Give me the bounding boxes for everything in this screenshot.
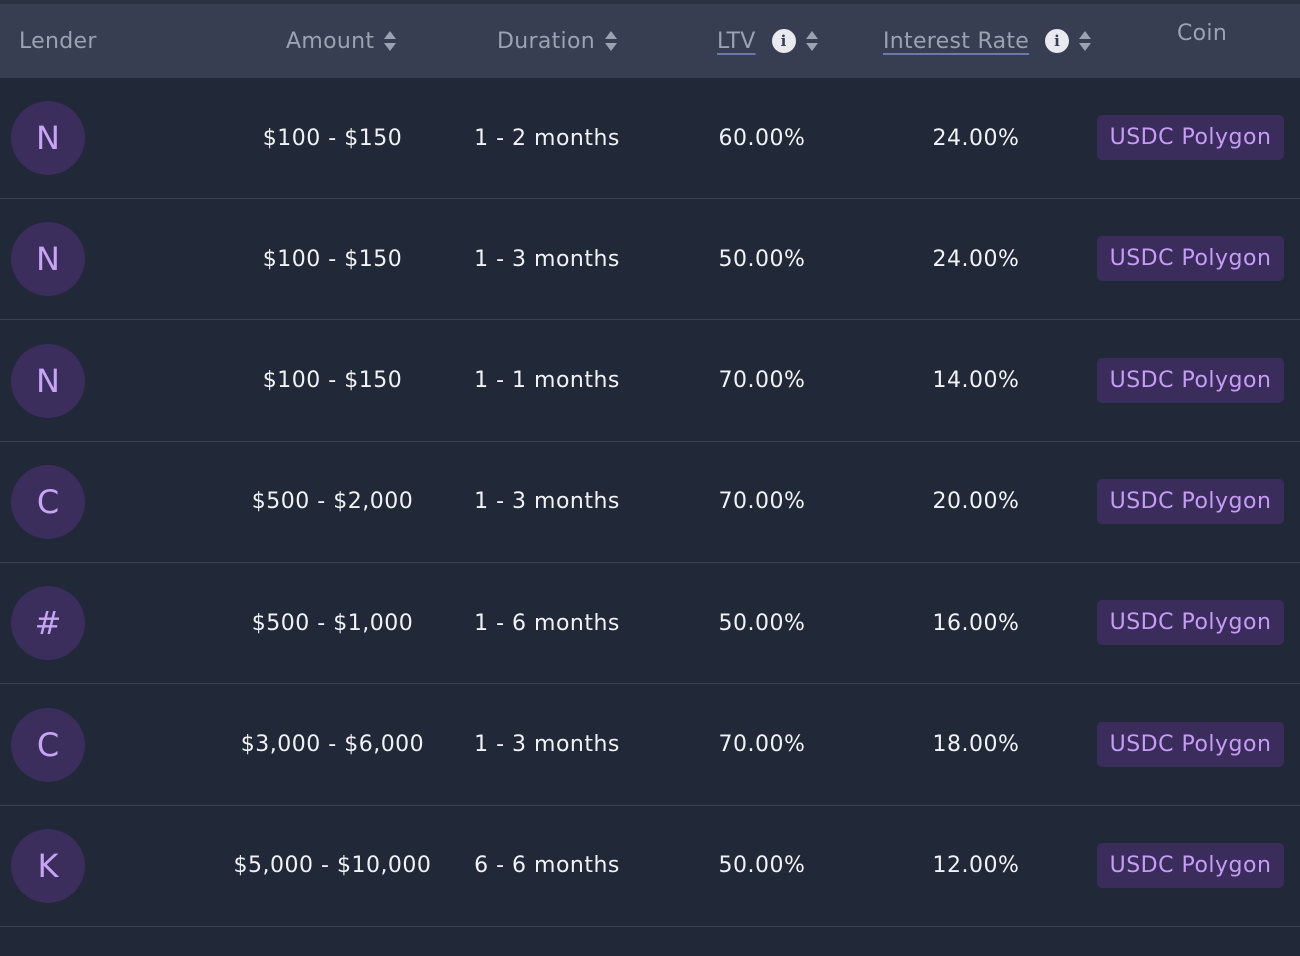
sort-icon[interactable]	[1079, 30, 1092, 52]
column-header-amount-label: Amount	[286, 28, 375, 54]
duration-cell: 1 - 2 months	[474, 125, 620, 151]
interest-rate-cell: 24.00%	[932, 246, 1020, 272]
ltv-cell: 70.00%	[718, 489, 806, 515]
amount-cell: $500 - $2,000	[251, 489, 414, 515]
interest-rate-cell: 12.00%	[932, 853, 1020, 879]
column-header-interest-rate[interactable]: Interest Rate i	[883, 4, 1092, 78]
interest-rate-cell: 20.00%	[932, 489, 1020, 515]
ltv-cell: 50.00%	[718, 853, 806, 879]
avatar-initial: C	[36, 725, 60, 764]
column-header-amount[interactable]: Amount	[286, 4, 397, 78]
amount-cell: $500 - $1,000	[251, 610, 414, 636]
info-icon[interactable]: i	[1045, 29, 1070, 53]
coin-badge[interactable]: USDC Polygon	[1097, 721, 1284, 767]
coin-badge[interactable]: USDC Polygon	[1097, 357, 1284, 403]
ltv-cell: 60.00%	[718, 125, 806, 151]
column-header-coin-label: Coin	[1177, 20, 1228, 46]
column-header-ltv[interactable]: LTV i	[717, 4, 818, 78]
table-row[interactable]: N $100 - $150 1 - 1 months 70.00% 14.00%…	[0, 321, 1300, 442]
ltv-cell: 70.00%	[718, 732, 806, 757]
column-header-ltv-label[interactable]: LTV	[717, 28, 756, 54]
table-row[interactable]: # $500 - $1,000 1 - 6 months 50.00% 16.0…	[0, 563, 1300, 685]
sort-icon[interactable]	[604, 30, 617, 52]
ltv-cell: 70.00%	[718, 368, 806, 394]
coin-badge[interactable]: USDC Polygon	[1097, 842, 1284, 888]
interest-rate-cell: 24.00%	[932, 125, 1020, 151]
ltv-cell: 50.00%	[718, 610, 806, 636]
avatar-initial: K	[37, 846, 59, 885]
avatar[interactable]: #	[11, 586, 85, 661]
column-header-duration-label: Duration	[497, 28, 595, 54]
duration-cell: 1 - 1 months	[474, 368, 620, 394]
avatar-initial: N	[36, 361, 60, 400]
table-row[interactable]: N $100 - $150 1 - 3 months 50.00% 24.00%…	[0, 199, 1300, 321]
avatar-initial: #	[34, 604, 62, 643]
duration-cell: 1 - 3 months	[474, 246, 620, 272]
interest-rate-cell: 14.00%	[932, 368, 1020, 394]
amount-cell: $100 - $150	[262, 125, 403, 151]
info-icon[interactable]: i	[771, 29, 796, 53]
sort-icon[interactable]	[384, 30, 397, 52]
duration-cell: 1 - 3 months	[474, 732, 620, 757]
avatar[interactable]: N	[11, 343, 85, 418]
avatar[interactable]: C	[11, 464, 85, 539]
table-row[interactable]: C $3,000 - $6,000 1 - 3 months 70.00% 18…	[0, 685, 1300, 806]
table-row[interactable]: K $5,000 - $10,000 6 - 6 months 50.00% 1…	[0, 806, 1300, 927]
ltv-cell: 50.00%	[718, 246, 806, 272]
table-row[interactable]: C $500 - $2,000 1 - 3 months 70.00% 20.0…	[0, 442, 1300, 563]
avatar[interactable]: C	[11, 707, 85, 782]
avatar[interactable]: N	[11, 222, 85, 297]
table-row[interactable]: N $100 - $150 1 - 2 months 60.00% 24.00%…	[0, 78, 1300, 199]
duration-cell: 1 - 6 months	[474, 610, 620, 636]
sort-icon[interactable]	[805, 30, 818, 52]
column-header-lender-label: Lender	[19, 28, 97, 54]
coin-badge[interactable]: USDC Polygon	[1097, 600, 1284, 646]
column-header-interest-rate-label[interactable]: Interest Rate	[883, 28, 1030, 54]
avatar-initial: C	[36, 482, 60, 521]
avatar[interactable]: N	[11, 101, 85, 175]
amount-cell: $100 - $150	[262, 368, 403, 394]
column-header-duration[interactable]: Duration	[497, 4, 617, 78]
amount-cell: $100 - $150	[262, 246, 403, 272]
avatar-initial: N	[36, 119, 60, 157]
interest-rate-cell: 18.00%	[932, 732, 1020, 757]
coin-badge[interactable]: USDC Polygon	[1097, 478, 1284, 524]
column-header-lender: Lender	[19, 4, 97, 78]
column-header-coin: Coin	[1177, 0, 1227, 70]
amount-cell: $3,000 - $6,000	[240, 732, 425, 757]
duration-cell: 1 - 3 months	[474, 489, 620, 515]
table-header: Lender Amount Duration LTV i Interest Ra…	[0, 4, 1300, 78]
top-strip	[0, 0, 1300, 4]
interest-rate-cell: 16.00%	[932, 610, 1020, 636]
amount-cell: $5,000 - $10,000	[233, 853, 432, 879]
coin-badge[interactable]: USDC Polygon	[1097, 115, 1284, 160]
duration-cell: 6 - 6 months	[474, 853, 620, 879]
coin-badge[interactable]: USDC Polygon	[1097, 236, 1284, 282]
avatar[interactable]: K	[11, 828, 85, 903]
avatar-initial: N	[36, 240, 60, 279]
